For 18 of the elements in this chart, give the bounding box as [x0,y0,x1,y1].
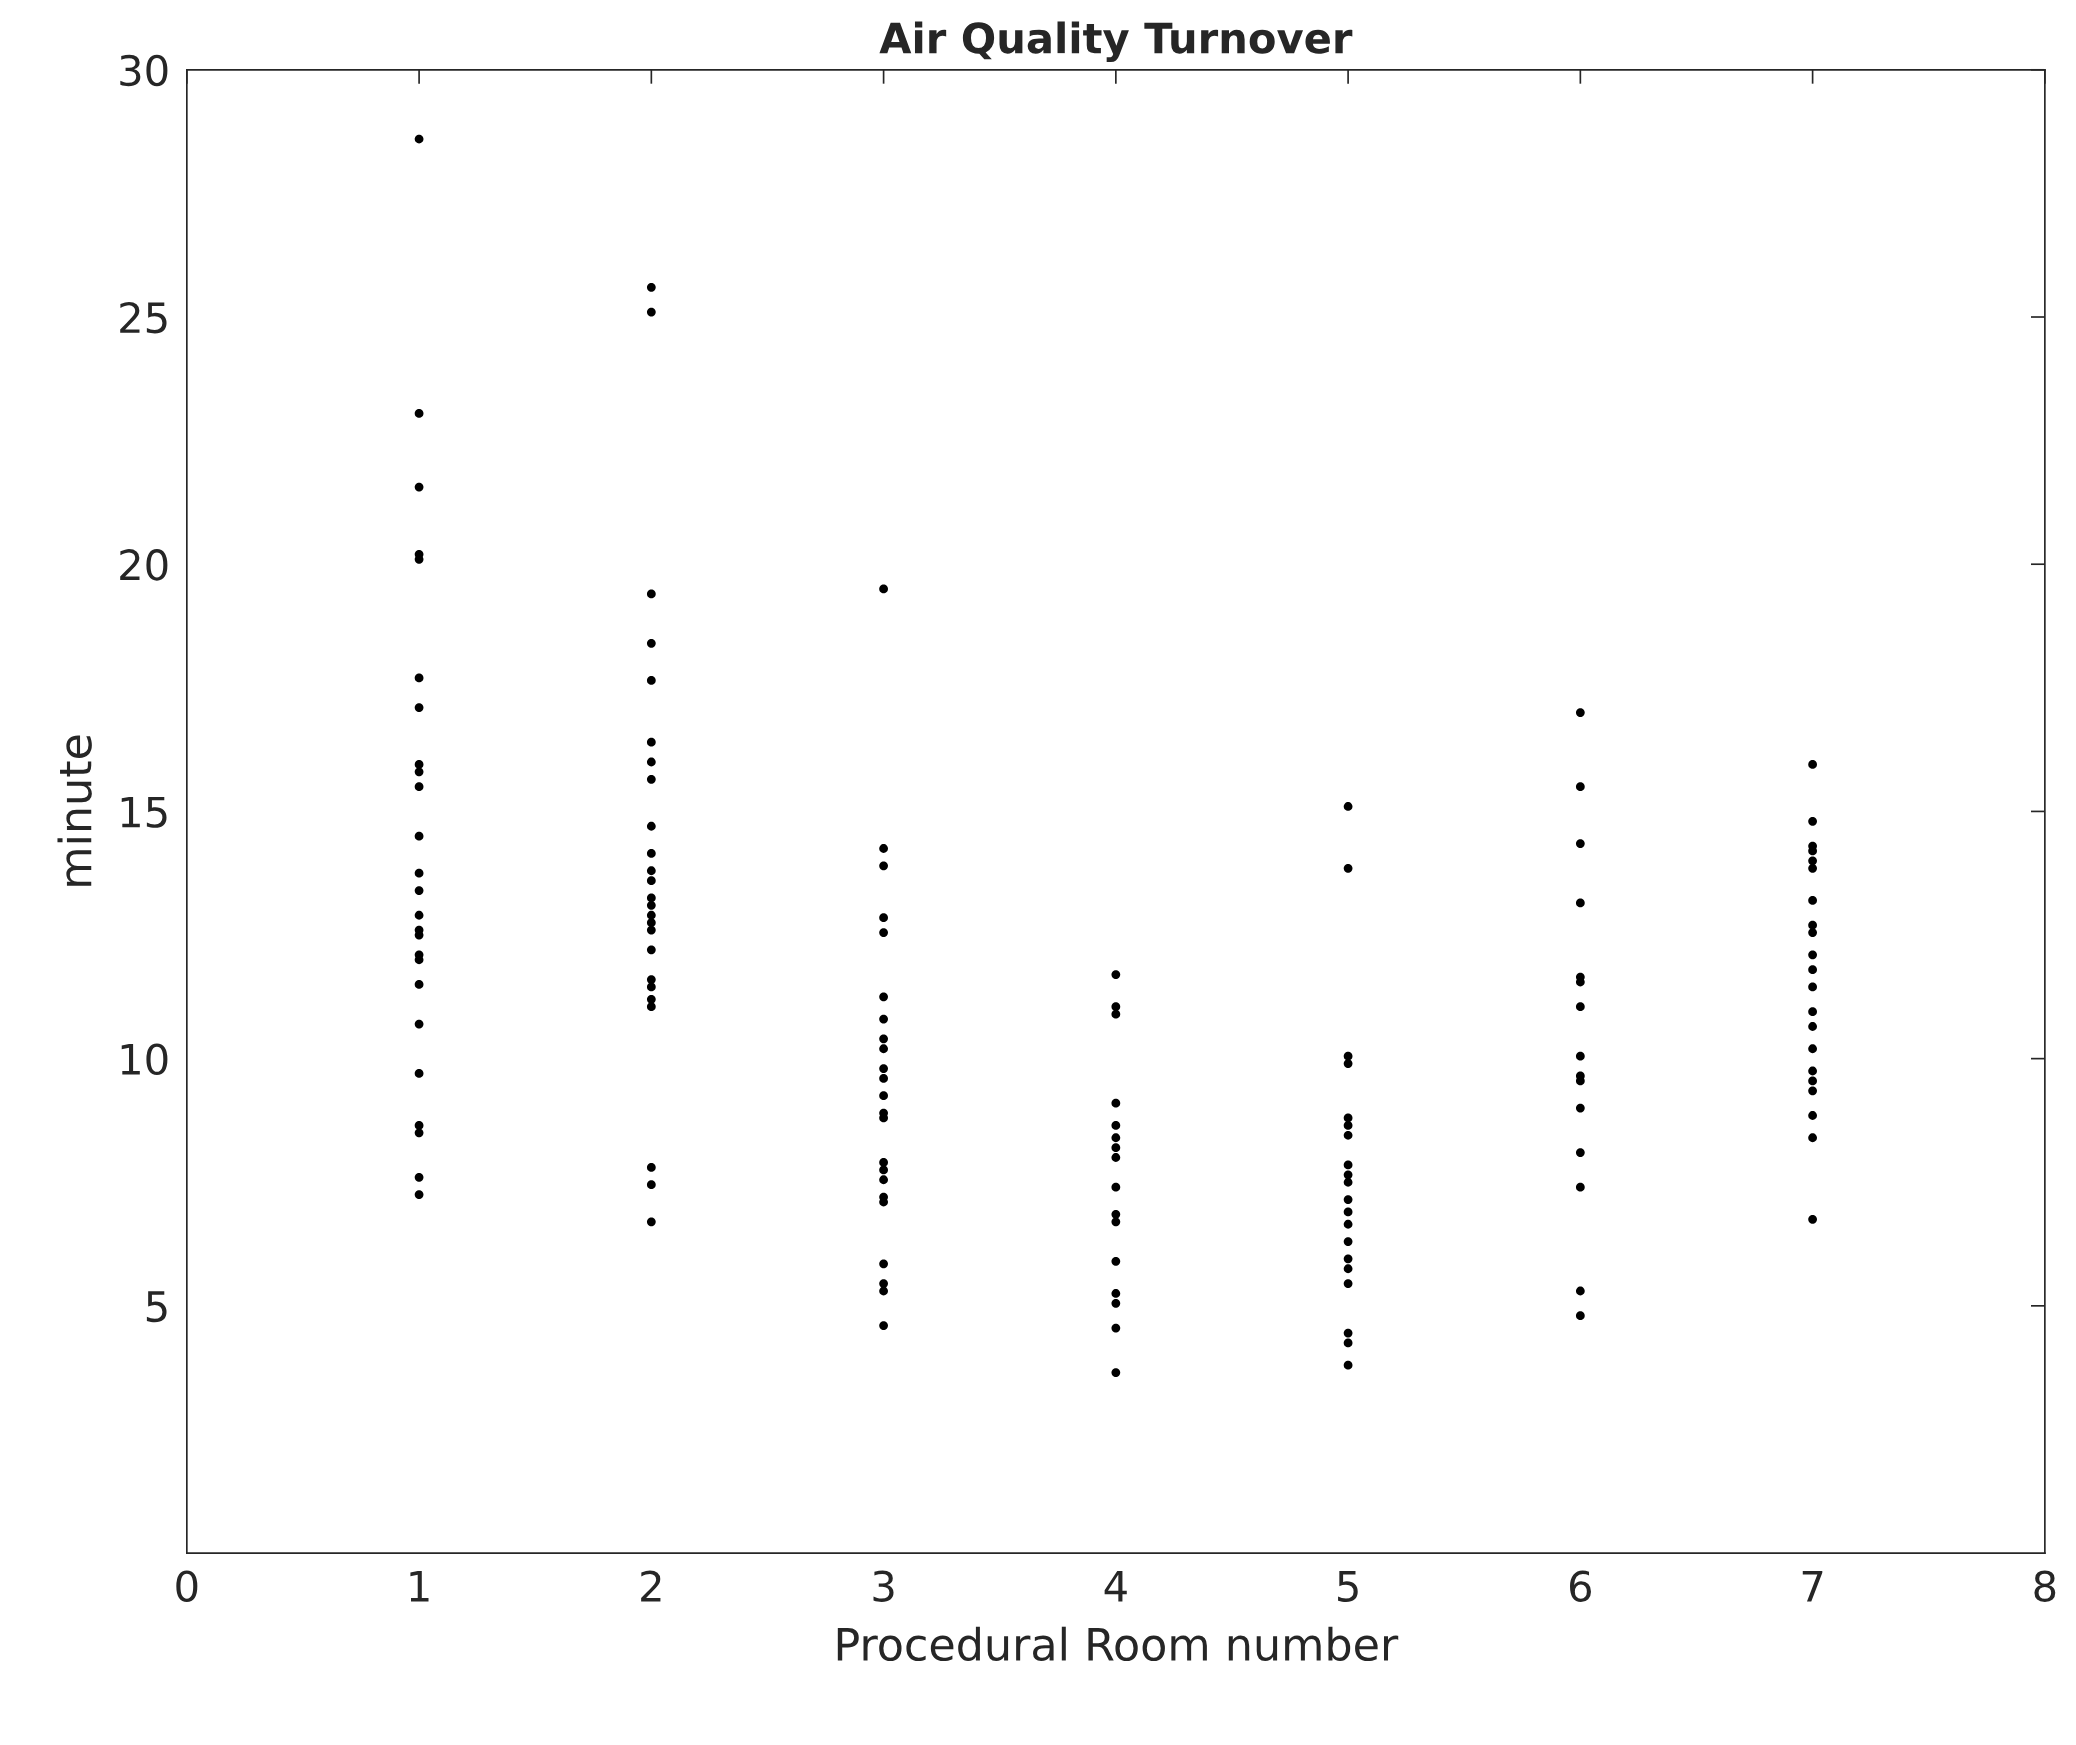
x-tick-label: 6 [1570,1570,1591,1602]
x-tick-label: 8 [2034,1570,2056,1602]
x-axis-title: Procedural Room number [837,1626,1399,1662]
x-tick-label: 3 [873,1570,894,1602]
x-tick-label: 5 [1338,1571,1358,1602]
y-tick-label: 10 [121,1043,168,1076]
y-tick-label: 20 [120,549,168,581]
x-tick-label: 7 [1802,1571,1823,1602]
x-tick-label: 2 [641,1570,661,1602]
y-tick-label: 25 [120,301,167,334]
y-axis-title: minute [57,735,92,886]
x-tick-label: 4 [1104,1571,1127,1602]
y-tick-label: 5 [146,1291,167,1323]
y-tick-label: 30 [120,54,168,87]
x-tick-label: 1 [410,1571,429,1602]
y-tick-label: 15 [121,796,167,828]
chart-title: Air Quality Turnover [879,21,1353,63]
x-tick-label: 0 [176,1570,198,1602]
